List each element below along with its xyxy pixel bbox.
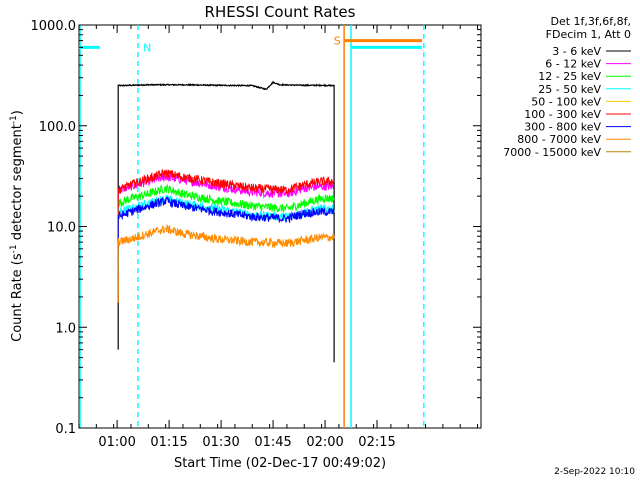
legend-header-line-2: FDecim 1, Att 0	[546, 28, 631, 41]
series-line-3-6-kev	[117, 80, 335, 363]
legend-label-7000-15000-kev: 7000 - 15000 keV	[503, 146, 601, 159]
legend-label-3-6-kev: 3 - 6 keV	[552, 45, 601, 58]
series-line-12-25-kev	[117, 183, 335, 264]
legend: Det 1f,3f,6f,8f, FDecim 1, Att 0 3 - 6 k…	[503, 15, 631, 159]
legend-label-12-25-kev: 12 - 25 keV	[538, 70, 601, 83]
date-stamp: 2-Sep-2022 10:10	[554, 467, 635, 477]
legend-header-line-1: Det 1f,3f,6f,8f,	[550, 15, 631, 28]
series-line-800-7000-kev	[117, 223, 335, 303]
x-tick-label-1: 01:15	[150, 435, 187, 450]
flag-bars	[79, 39, 423, 49]
legend-label-25-50-kev: 25 - 50 keV	[538, 83, 601, 96]
y-tick-label-2: 10.0	[47, 221, 76, 236]
x-tick-label-2: 01:30	[202, 435, 239, 450]
x-tick-label-3: 01:45	[254, 435, 291, 450]
x-tick-label-4: 02:00	[306, 435, 343, 450]
y-axis-ticks: 0.1 1.0 10.0 100.0 1000.0	[31, 19, 481, 437]
series-line-300-800-kev	[117, 196, 335, 278]
legend-label-100-300-kev: 100 - 300 keV	[524, 108, 601, 121]
y-tick-label-3: 100.0	[39, 120, 76, 135]
annotations: NS	[143, 35, 341, 55]
series-lines	[117, 80, 335, 363]
y-tick-label-1: 1.0	[55, 321, 76, 336]
legend-label-6-12-kev: 6 - 12 keV	[545, 58, 601, 71]
annotation-label-0: N	[143, 41, 151, 54]
y-label-mid: detector segment	[10, 124, 25, 244]
x-axis-label: Start Time (02-Dec-17 00:49:02)	[174, 456, 386, 471]
legend-label-50-100-kev: 50 - 100 keV	[531, 95, 601, 108]
y-axis-label: Count Rate (s-1 detector segment-1)	[9, 110, 25, 342]
y-label-sup2: -1	[9, 115, 19, 124]
y-tick-label-4: 1000.0	[31, 19, 77, 34]
y-label-main: Count Rate (s	[10, 253, 25, 342]
chart-title: RHESSI Count Rates	[205, 3, 356, 21]
y-label-end: )	[10, 110, 25, 115]
legend-label-300-800-kev: 300 - 800 keV	[524, 121, 601, 134]
x-axis-ticks: 01:00 01:15 01:30 01:45 02:00 02:15	[78, 25, 479, 450]
series-line-100-300-kev	[117, 168, 335, 251]
legend-label-800-7000-kev: 800 - 7000 keV	[517, 133, 601, 146]
y-label-sup1: -1	[9, 244, 19, 253]
y-tick-label-0: 0.1	[55, 422, 76, 437]
vertical-markers	[79, 25, 425, 428]
x-tick-label-0: 01:00	[98, 435, 135, 450]
annotation-label-1: S	[334, 35, 341, 48]
x-tick-label-5: 02:15	[358, 435, 395, 450]
